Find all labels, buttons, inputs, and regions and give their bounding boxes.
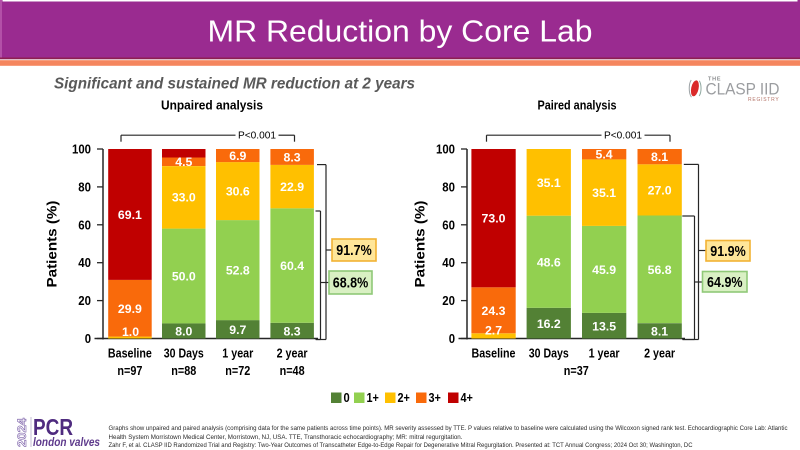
- svg-text:33.0: 33.0: [172, 191, 196, 205]
- svg-text:52.8: 52.8: [226, 264, 250, 278]
- svg-text:4+: 4+: [461, 390, 474, 405]
- svg-text:1.0: 1.0: [122, 325, 139, 339]
- svg-text:13.5: 13.5: [592, 320, 616, 334]
- svg-text:45.9: 45.9: [592, 263, 616, 277]
- svg-text:REGISTRY: REGISTRY: [748, 97, 779, 103]
- svg-text:100: 100: [72, 143, 91, 157]
- svg-text:n=48: n=48: [280, 363, 305, 378]
- svg-text:40: 40: [442, 256, 455, 270]
- svg-text:64.9%: 64.9%: [707, 275, 743, 291]
- svg-text:40: 40: [78, 256, 91, 270]
- svg-text:56.8: 56.8: [648, 263, 672, 277]
- svg-text:Baseline: Baseline: [472, 346, 516, 361]
- svg-text:60.4: 60.4: [280, 259, 304, 273]
- svg-text:22.9: 22.9: [280, 180, 304, 194]
- svg-text:0: 0: [85, 332, 91, 346]
- svg-text:35.1: 35.1: [592, 186, 616, 200]
- svg-text:Baseline: Baseline: [108, 346, 152, 361]
- svg-text:Zahr F, et al. CLASP IID Rando: Zahr F, et al. CLASP IID Randomized Tria…: [109, 442, 693, 449]
- svg-text:73.0: 73.0: [482, 212, 506, 226]
- svg-text:29.9: 29.9: [118, 302, 142, 316]
- svg-text:60: 60: [442, 218, 455, 232]
- svg-text:8.3: 8.3: [284, 324, 301, 338]
- svg-text:1 year: 1 year: [589, 346, 620, 361]
- svg-text:Significant and sustained MR r: Significant and sustained MR reduction a…: [54, 76, 415, 93]
- svg-text:5.4: 5.4: [596, 148, 613, 162]
- svg-text:6.9: 6.9: [229, 149, 246, 163]
- svg-text:69.1: 69.1: [118, 208, 142, 222]
- svg-text:Health System Morristown Medic: Health System Morristown Medical Center,…: [109, 434, 463, 441]
- svg-text:8.1: 8.1: [651, 325, 668, 339]
- svg-text:80: 80: [78, 180, 91, 194]
- svg-text:8.0: 8.0: [175, 325, 192, 339]
- svg-text:2 year: 2 year: [644, 346, 675, 361]
- svg-text:Paired analysis: Paired analysis: [538, 98, 617, 113]
- svg-text:80: 80: [442, 180, 455, 194]
- svg-text:1+: 1+: [367, 390, 380, 405]
- svg-text:68.8%: 68.8%: [333, 276, 369, 292]
- svg-text:50.0: 50.0: [172, 270, 196, 284]
- svg-text:2 year: 2 year: [277, 346, 308, 361]
- svg-text:THE: THE: [708, 77, 721, 83]
- svg-text:27.0: 27.0: [648, 183, 672, 197]
- svg-text:n=97: n=97: [117, 363, 142, 378]
- svg-text:8.1: 8.1: [651, 150, 668, 164]
- svg-text:0: 0: [449, 332, 455, 346]
- svg-text:91.7%: 91.7%: [336, 243, 372, 259]
- svg-text:CLASP IID: CLASP IID: [706, 80, 780, 99]
- svg-text:30.6: 30.6: [226, 184, 250, 198]
- svg-text:Graphs show unpaired and paire: Graphs show unpaired and paired analysis…: [109, 425, 789, 432]
- svg-text:P<0.001: P<0.001: [238, 129, 276, 141]
- svg-text:48.6: 48.6: [537, 255, 561, 269]
- svg-text:2+: 2+: [398, 390, 411, 405]
- svg-text:0: 0: [344, 390, 350, 405]
- svg-text:16.2: 16.2: [537, 317, 561, 331]
- svg-text:4.5: 4.5: [175, 155, 192, 169]
- svg-text:100: 100: [436, 143, 455, 157]
- svg-text:P<0.001: P<0.001: [604, 129, 642, 141]
- svg-text:n=88: n=88: [171, 363, 196, 378]
- svg-text:Patients (%): Patients (%): [44, 201, 60, 288]
- svg-text:2024: 2024: [17, 417, 29, 447]
- svg-text:9.7: 9.7: [229, 323, 246, 337]
- svg-text:3+: 3+: [429, 390, 442, 405]
- svg-text:20: 20: [78, 294, 91, 308]
- svg-text:MR Reduction by Core Lab: MR Reduction by Core Lab: [208, 15, 593, 49]
- svg-text:london valves: london valves: [33, 437, 100, 449]
- svg-text:20: 20: [442, 294, 455, 308]
- svg-text:1 year: 1 year: [222, 346, 253, 361]
- svg-text:24.3: 24.3: [482, 304, 506, 318]
- svg-text:PCR: PCR: [33, 414, 73, 440]
- svg-text:n=72: n=72: [225, 363, 250, 378]
- svg-text:n=37: n=37: [564, 363, 589, 378]
- svg-text:Unpaired analysis: Unpaired analysis: [161, 98, 263, 113]
- svg-text:30 Days: 30 Days: [529, 346, 569, 361]
- svg-text:35.1: 35.1: [537, 176, 561, 190]
- svg-text:Patients (%): Patients (%): [412, 201, 428, 288]
- svg-text:2.7: 2.7: [485, 323, 502, 337]
- svg-text:8.3: 8.3: [284, 150, 301, 164]
- svg-text:30 Days: 30 Days: [164, 346, 204, 361]
- svg-text:60: 60: [78, 218, 91, 232]
- svg-text:91.9%: 91.9%: [710, 244, 746, 260]
